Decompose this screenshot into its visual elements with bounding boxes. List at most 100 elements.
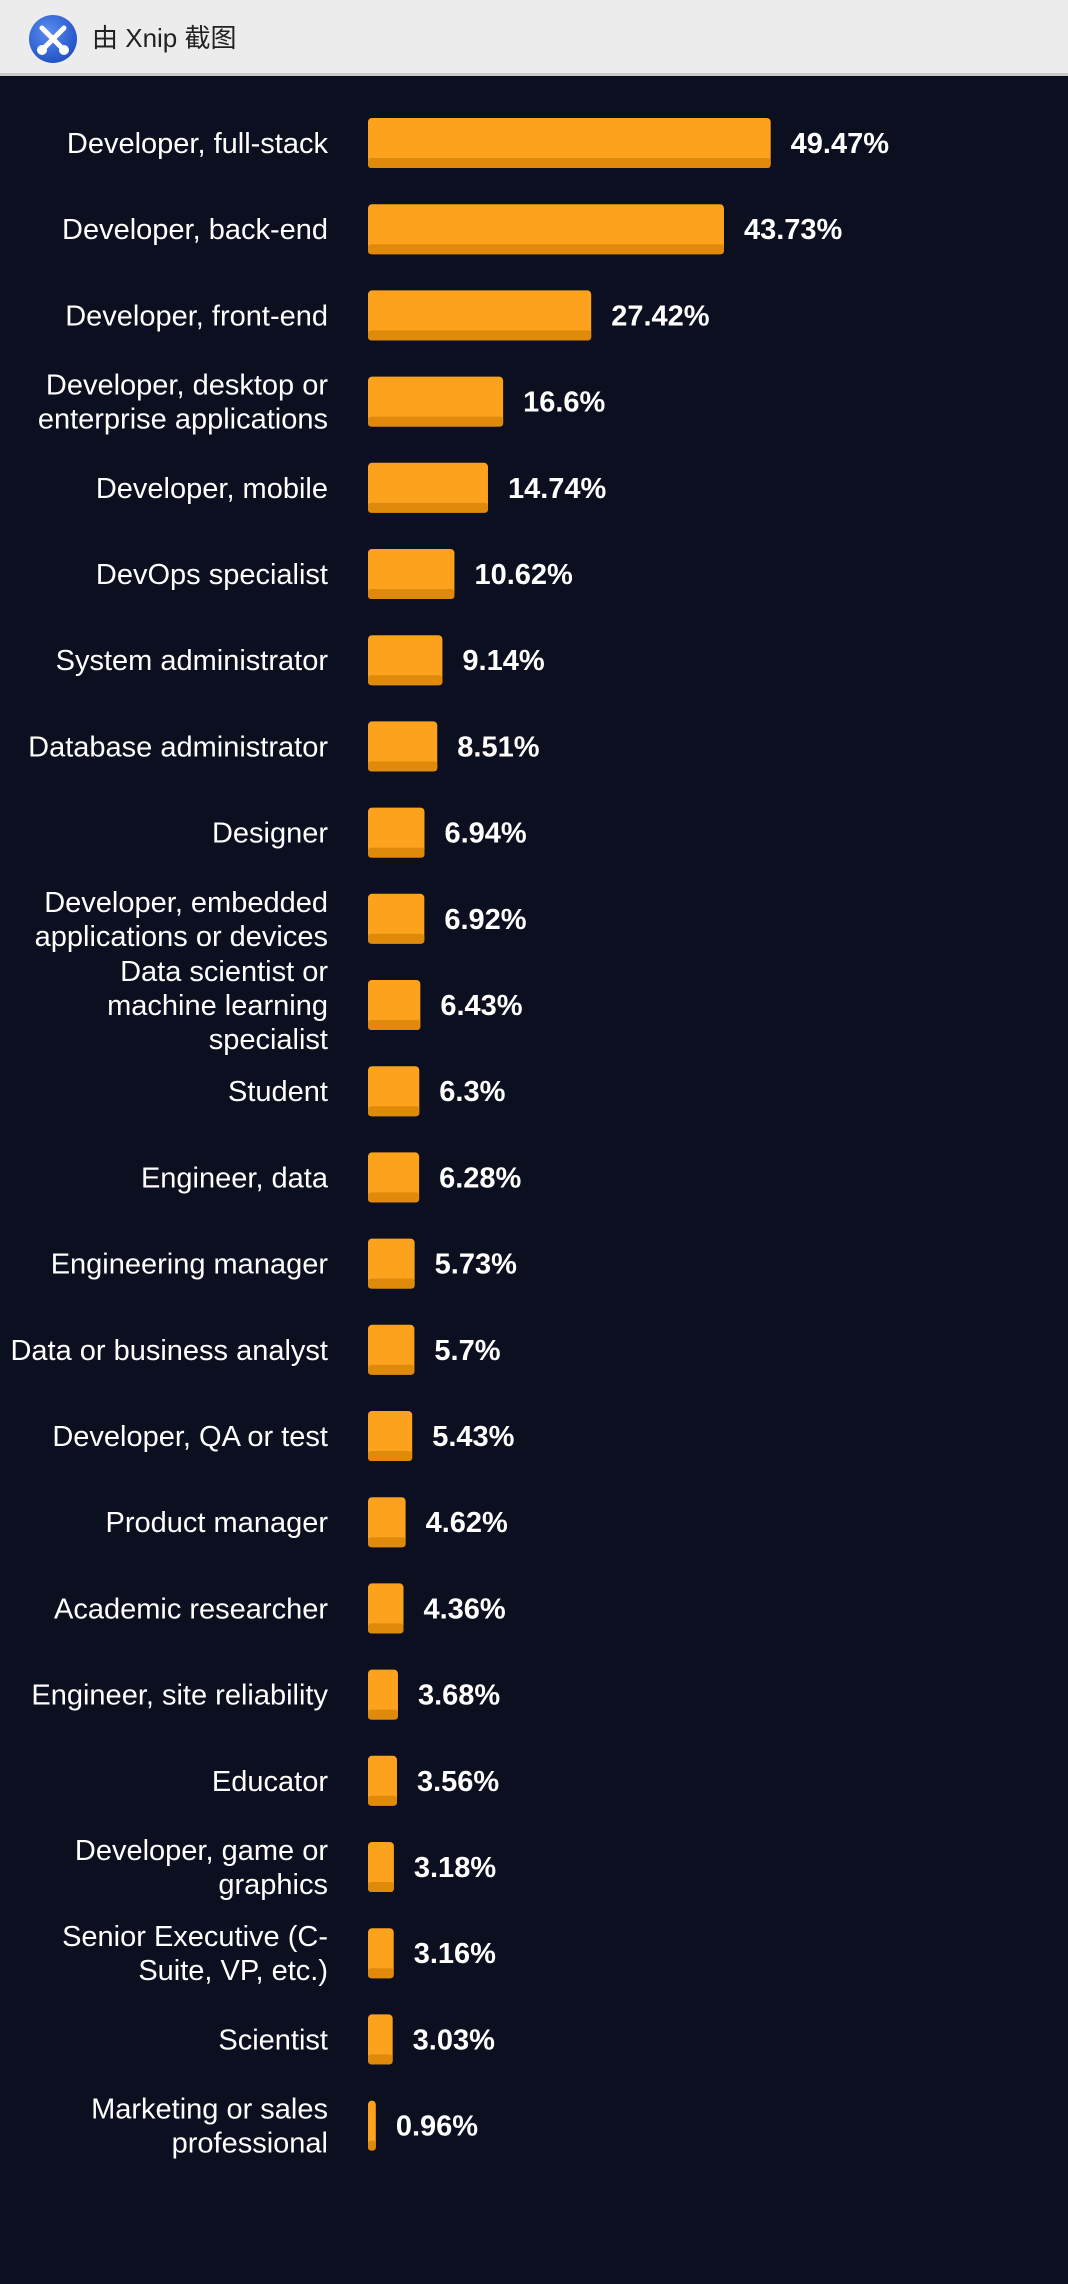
bar bbox=[368, 462, 488, 513]
bar-shade bbox=[368, 330, 592, 341]
bar-shade bbox=[368, 1882, 394, 1892]
bar-shade bbox=[368, 1709, 398, 1720]
category-label-line: Scientist bbox=[218, 2024, 328, 2056]
bar-row: Developer, embedded applications or devic… bbox=[35, 887, 527, 953]
bar-shade bbox=[368, 1537, 406, 1548]
category-label: Educator bbox=[212, 1766, 328, 1798]
bar-row: Engineering manager 5.73% bbox=[51, 1238, 517, 1289]
bar bbox=[368, 549, 455, 599]
bar-row: Developer, QA or test 5.43% bbox=[52, 1411, 515, 1461]
bar bbox=[368, 1583, 404, 1634]
bar bbox=[368, 1928, 394, 1979]
category-label: Developer, full-stack bbox=[67, 128, 329, 160]
title-bar: 由 Xnip 截图 bbox=[0, 0, 1068, 76]
category-label: System administrator bbox=[56, 645, 329, 677]
bar bbox=[368, 807, 425, 858]
category-label-line: Marketing or sales bbox=[91, 2094, 328, 2126]
bar-shade bbox=[368, 244, 724, 255]
category-label-line: Educator bbox=[212, 1766, 328, 1798]
bar-shade bbox=[368, 1106, 420, 1117]
value-label: 8.51% bbox=[457, 731, 539, 763]
category-label-line: DevOps specialist bbox=[96, 559, 328, 591]
bar-row: DevOps specialist 10.62% bbox=[96, 549, 573, 599]
category-label: Developer, QA or test bbox=[52, 1421, 328, 1453]
bar-row: Scientist 3.03% bbox=[218, 2014, 495, 2065]
bar-row: Developer, game or graphics 3.18% bbox=[75, 1835, 496, 1901]
bar-row: Developer, front-end 27.42% bbox=[65, 290, 710, 341]
bar-shade bbox=[368, 416, 504, 427]
category-label-line: Senior Executive (C- bbox=[62, 1921, 328, 1953]
category-label-line: Student bbox=[228, 1076, 328, 1108]
category-label: Developer, game or graphics bbox=[75, 1835, 328, 1901]
bar bbox=[368, 1238, 415, 1289]
bar bbox=[368, 204, 724, 255]
value-label: 49.47% bbox=[791, 128, 890, 160]
bar-row: Designer 6.94% bbox=[212, 807, 527, 858]
xnip-logo-icon bbox=[29, 15, 77, 63]
category-label-line: Developer, game or bbox=[75, 1835, 328, 1867]
category-label-line: Data scientist or bbox=[120, 956, 328, 988]
category-label: Scientist bbox=[218, 2024, 328, 2056]
bar-row: Data scientist or machine learning special… bbox=[107, 956, 523, 1056]
bar-shade bbox=[368, 1192, 420, 1203]
category-label: DevOps specialist bbox=[96, 559, 328, 591]
bar-row: Data or business analyst 5.7% bbox=[10, 1324, 501, 1375]
value-label: 3.18% bbox=[414, 1852, 496, 1884]
bar-shade bbox=[368, 2054, 393, 2065]
value-label: 6.43% bbox=[440, 990, 522, 1022]
chart-area: Developer, full-stack 49.47% Developer, ba… bbox=[0, 76, 1068, 2284]
category-label-line: Developer, mobile bbox=[96, 473, 328, 505]
category-label: Developer, desktop or enterprise applicat… bbox=[38, 370, 329, 436]
bar bbox=[368, 1669, 398, 1720]
category-label: Engineering manager bbox=[51, 1249, 329, 1281]
bar bbox=[368, 118, 771, 168]
category-label-line: Developer, front-end bbox=[65, 300, 328, 332]
bar bbox=[368, 1755, 397, 1806]
category-label-line: Engineer, site reliability bbox=[31, 1680, 328, 1712]
value-label: 14.74% bbox=[508, 473, 607, 505]
category-label: Developer, embedded applications or devic… bbox=[35, 887, 328, 953]
category-label-line: Product manager bbox=[106, 1507, 329, 1539]
category-label: Developer, front-end bbox=[65, 300, 328, 332]
bar-shade bbox=[368, 502, 488, 513]
value-label: 3.68% bbox=[418, 1680, 500, 1712]
window-title: 由 Xnip 截图 bbox=[92, 23, 237, 53]
bar-row: Academic researcher 4.36% bbox=[54, 1583, 506, 1634]
category-label-line: Suite, VP, etc.) bbox=[138, 1955, 328, 1987]
bar bbox=[368, 1324, 415, 1375]
bar-row: System administrator 9.14% bbox=[56, 635, 545, 686]
value-label: 16.6% bbox=[523, 387, 605, 419]
bar-row: Product manager 4.62% bbox=[106, 1497, 508, 1548]
value-label: 3.03% bbox=[413, 2024, 495, 2056]
category-label-line: Developer, full-stack bbox=[67, 128, 329, 160]
bar-shade bbox=[368, 158, 771, 168]
category-label: Student bbox=[228, 1076, 328, 1108]
category-label-line: enterprise applications bbox=[38, 404, 328, 436]
category-label-line: professional bbox=[172, 2128, 328, 2160]
value-label: 5.73% bbox=[435, 1249, 517, 1281]
value-label: 10.62% bbox=[474, 559, 573, 591]
bar-shade bbox=[368, 1623, 404, 1634]
value-label: 5.43% bbox=[432, 1421, 514, 1453]
bar-shade bbox=[368, 1278, 415, 1289]
value-label: 3.16% bbox=[414, 1938, 496, 1970]
category-label: Developer, back-end bbox=[62, 214, 328, 246]
category-label: Developer, mobile bbox=[96, 473, 328, 505]
bar-row: Database administrator 8.51% bbox=[28, 721, 540, 772]
category-label: Engineer, site reliability bbox=[31, 1680, 328, 1712]
bar-shade bbox=[368, 847, 425, 858]
bar bbox=[368, 635, 443, 686]
bar-row: Developer, mobile 14.74% bbox=[96, 462, 607, 513]
value-label: 6.3% bbox=[439, 1076, 505, 1108]
bar bbox=[368, 1152, 420, 1203]
category-label-line: Data or business analyst bbox=[10, 1335, 328, 1367]
bar-shade bbox=[368, 1451, 413, 1461]
bar-row: Developer, desktop or enterprise applicat… bbox=[38, 370, 606, 436]
bar bbox=[368, 2014, 393, 2065]
bar-shade bbox=[368, 675, 443, 686]
bar-shade bbox=[368, 1020, 421, 1030]
category-label-line: Developer, QA or test bbox=[52, 1421, 328, 1453]
bar bbox=[368, 1497, 406, 1548]
value-label: 5.7% bbox=[434, 1335, 500, 1367]
category-label-line: System administrator bbox=[56, 645, 329, 677]
